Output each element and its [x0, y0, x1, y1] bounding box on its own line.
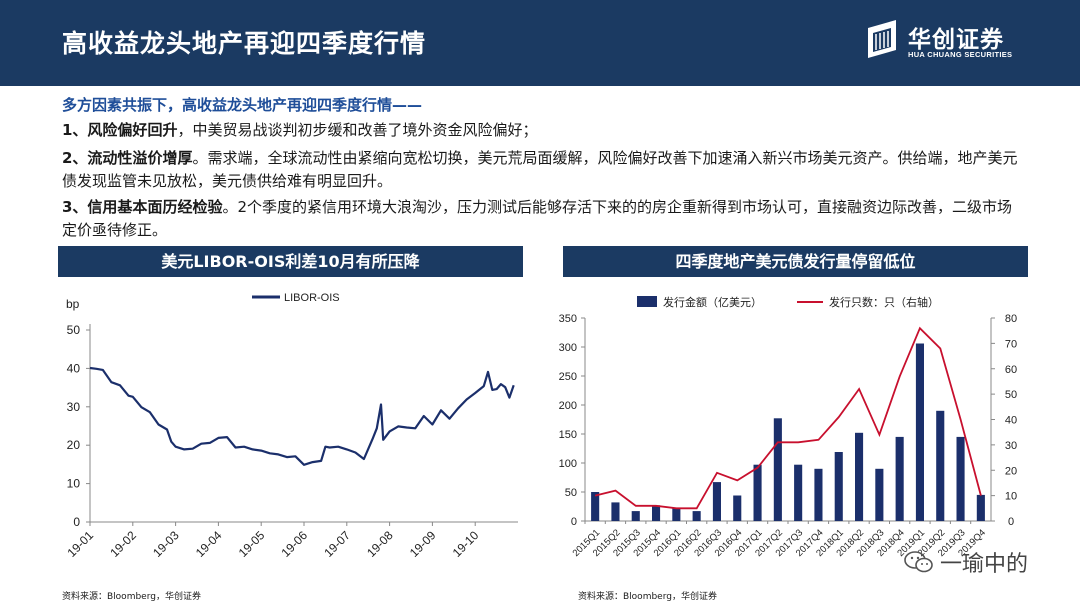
header-bar: 高收益龙头地产再迎四季度行情 华创证券 HUA CHUANG SECURITIE…: [0, 0, 1080, 86]
right-y2-tick-label: 70: [1005, 338, 1017, 350]
right-y-tick-label: 150: [559, 429, 577, 441]
left-y-tick-label: 20: [67, 438, 81, 452]
issuance-amount-bar: [692, 511, 701, 521]
company-logo: 华创证券 HUA CHUANG SECURITIES: [864, 20, 1054, 66]
left-chart-title: 美元LIBOR-OIS利差10月有所压降: [58, 246, 523, 277]
right-y-tick-label: 350: [559, 313, 577, 325]
point-1-text: ，中美贸易战谈判初步缓和改善了境外资金风险偏好；: [177, 121, 538, 139]
right-y2-tick-label: 20: [1005, 465, 1017, 477]
point-2-head: 2、流动性溢价增厚: [62, 149, 193, 167]
left-x-tick-label: 19-09: [407, 528, 439, 560]
issuance-amount-bar: [794, 464, 803, 521]
left-x-tick-label: 19-01: [65, 528, 97, 560]
issuance-amount-bar: [672, 507, 681, 521]
issuance-amount-bar: [915, 343, 924, 521]
right-chart-title: 四季度地产美元债发行量停留低位: [563, 246, 1028, 277]
right-y-tick-label: 200: [559, 400, 577, 412]
right-legend-bar-swatch: [637, 296, 657, 307]
left-x-tick-label: 19-02: [107, 528, 139, 560]
left-x-tick-label: 19-05: [236, 528, 268, 560]
point-3-text: 。2个季度的紧信用环境大浪淘沙，压力测试后能够存活下来的的房企重新得到市场认可，…: [62, 198, 1013, 239]
left-x-tick-label: 19-06: [279, 528, 311, 560]
left-x-tick-label: 19-08: [364, 528, 396, 560]
left-x-tick-label: 19-10: [450, 528, 482, 560]
issuance-amount-bar: [875, 468, 884, 521]
issuance-amount-bar: [753, 464, 762, 521]
issuance-count-line: [594, 326, 982, 510]
logo-chinese-name: 华创证券: [908, 27, 1004, 53]
issuance-amount-bar: [895, 436, 904, 521]
point-1-head: 1、风险偏好回升: [62, 121, 178, 139]
issuance-amount-bar: [855, 432, 864, 521]
issuance-amount-bar: [773, 418, 782, 521]
right-y2-tick-label: 80: [1005, 313, 1017, 325]
right-y-tick-label: 250: [559, 371, 577, 383]
wechat-icon: [904, 551, 933, 573]
issuance-amount-bar: [936, 410, 945, 521]
left-legend-label: LIBOR-OIS: [284, 292, 340, 304]
right-y2-tick-label: 0: [1008, 516, 1014, 528]
right-y-tick-label: 50: [565, 487, 577, 499]
issuance-amount-bar: [733, 495, 742, 521]
right-y2-tick-label: 60: [1005, 364, 1017, 376]
right-legend-line-label: 发行只数：只（右轴）: [829, 295, 939, 309]
left-y-tick-label: 0: [73, 515, 80, 529]
right-y2-tick-label: 10: [1005, 491, 1017, 503]
left-y-tick-label: 50: [67, 323, 81, 337]
right-legend-bar-label: 发行金额（亿美元）: [663, 295, 762, 309]
libor-ois-chart: bp 0 10 20 30 40 50 19-01 19-02 19-03 19-04 19-05 19…: [65, 292, 518, 560]
right-y2-tick-label: 50: [1005, 389, 1017, 401]
point-1: 1、风险偏好回升，中美贸易战谈判初步缓和改善了境外资金风险偏好；: [62, 119, 1022, 142]
issuance-amount-bar: [976, 494, 985, 521]
point-2: 2、流动性溢价增厚。需求端，全球流动性由紧缩向宽松切换，美元荒局面缓解，风险偏好…: [62, 147, 1022, 193]
left-x-tick-label: 19-07: [321, 528, 353, 560]
issuance-amount-bar: [591, 492, 600, 521]
right-y-tick-label: 100: [559, 458, 577, 470]
point-2-text: 。需求端，全球流动性由紧缩向宽松切换，美元荒局面缓解，风险偏好改善下加速涌入新兴…: [62, 149, 1018, 190]
issuance-amount-bar: [834, 452, 843, 521]
left-x-tick-label: 19-03: [150, 528, 182, 560]
right-y-tick-label: 0: [571, 516, 577, 528]
point-3-head: 3、信用基本面历经检验: [62, 198, 223, 216]
logo-mark-icon: [868, 20, 896, 58]
point-3: 3、信用基本面历经检验。2个季度的紧信用环境大浪淘沙，压力测试后能够存活下来的的…: [62, 196, 1022, 242]
right-y2-tick-label: 40: [1005, 415, 1017, 427]
left-y-axis-label: bp: [66, 297, 80, 311]
section-subhead: 多方因素共振下，高收益龙头地产再迎四季度行情——: [62, 96, 423, 114]
right-source-note: 资料来源：Bloomberg，华创证券: [578, 592, 717, 602]
left-source-note: 资料来源：Bloomberg，华创证券: [62, 592, 201, 602]
issuance-chart: 0501001502002503003500102030405060708020…: [559, 295, 1017, 559]
left-y-tick-label: 10: [67, 477, 81, 491]
left-y-tick-label: 40: [67, 361, 81, 375]
issuance-amount-bar: [712, 482, 721, 521]
libor-ois-series-line: [89, 366, 515, 466]
issuance-amount-bar: [611, 502, 620, 521]
issuance-amount-bar: [631, 511, 640, 521]
issuance-amount-bar: [956, 436, 965, 521]
issuance-amount-bar: [814, 468, 823, 521]
watermark-text: 一瑜中的: [940, 552, 1029, 577]
logo-english-name: HUA CHUANG SECURITIES: [908, 50, 1013, 59]
left-y-tick-label: 30: [67, 400, 81, 414]
right-y-tick-label: 300: [559, 342, 577, 354]
page-title: 高收益龙头地产再迎四季度行情: [62, 29, 427, 58]
left-x-tick-label: 19-04: [193, 528, 225, 560]
right-y2-tick-label: 30: [1005, 440, 1017, 452]
issuance-amount-bar: [652, 505, 661, 521]
